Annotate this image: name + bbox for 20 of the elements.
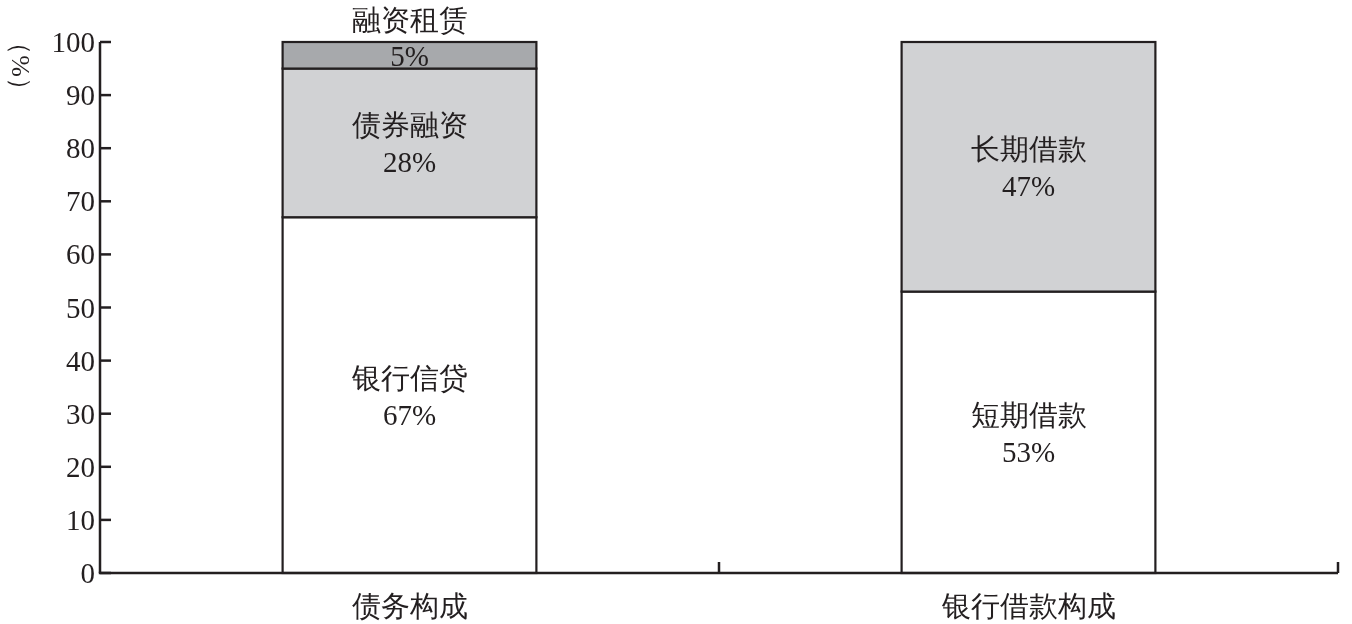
y-tick-label: 0	[80, 557, 95, 589]
y-tick-label: 100	[51, 26, 95, 58]
x-tick-label: 银行借款构成	[940, 590, 1116, 622]
data-label: 银行信贷 67%	[350, 361, 468, 431]
y-tick-label: 60	[66, 238, 95, 271]
y-tick-label: 20	[66, 450, 95, 483]
data-label: 5%	[390, 40, 429, 73]
y-tick-label: 90	[66, 79, 95, 112]
data-label: 债券融资 28%	[351, 109, 468, 179]
y-tick-label: 10	[66, 503, 95, 536]
data-label: 短期借款 53%	[970, 398, 1087, 468]
data-label: 长期借款 47%	[970, 133, 1087, 203]
y-tick-label: 50	[66, 291, 95, 324]
x-tick-label: 债务构成	[351, 590, 468, 622]
y-tick-label: 70	[66, 185, 95, 218]
y-axis-title: （%）	[5, 29, 35, 103]
y-tick-label: 80	[66, 132, 95, 165]
annotation: 融资租赁	[351, 4, 468, 36]
y-tick-label: 40	[66, 344, 95, 377]
y-tick-label: 30	[66, 397, 95, 430]
